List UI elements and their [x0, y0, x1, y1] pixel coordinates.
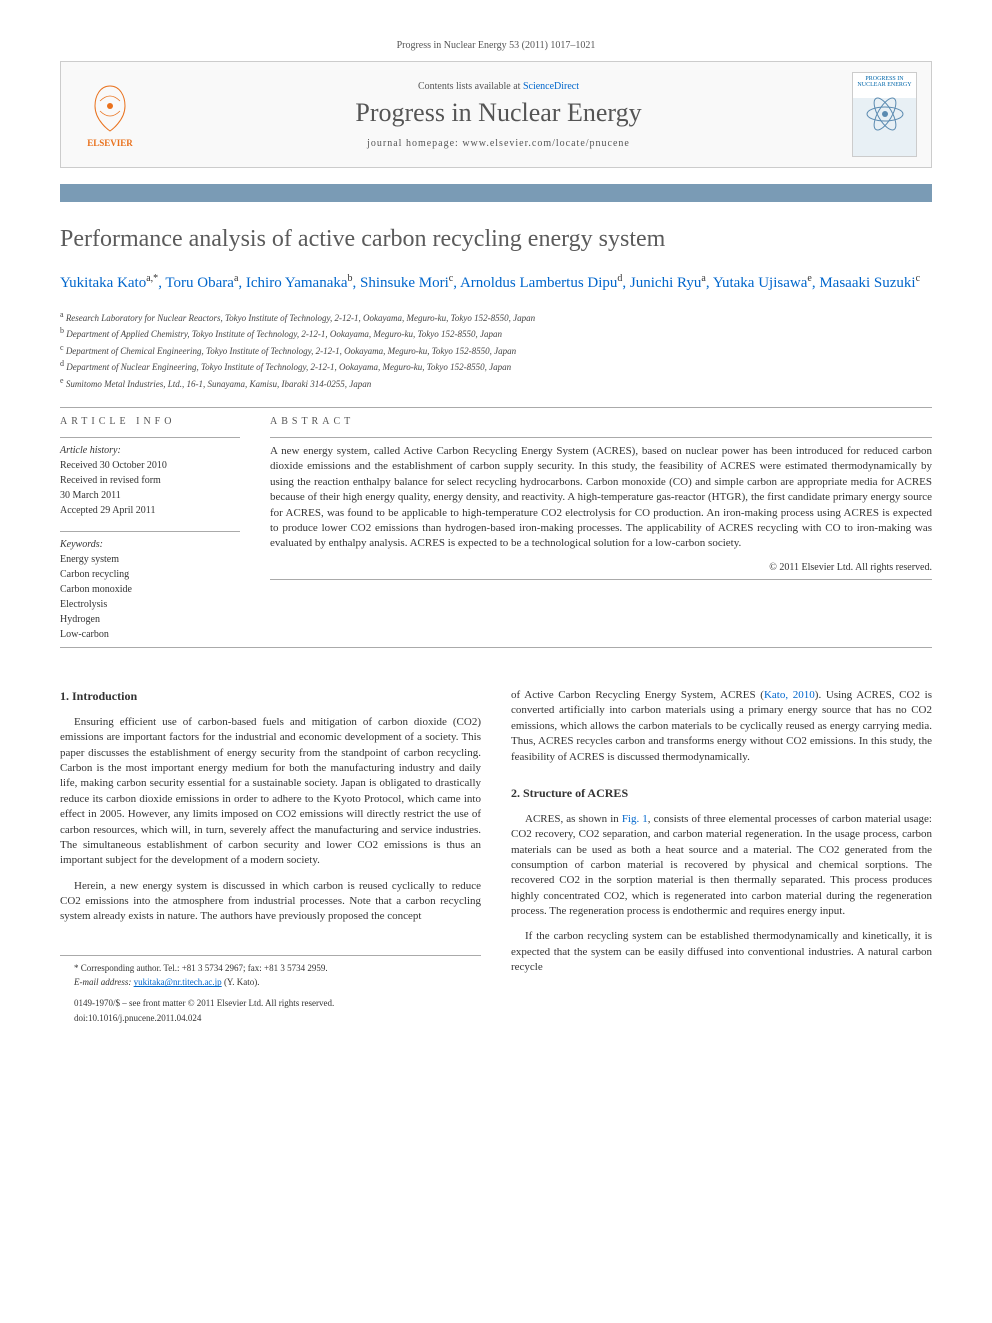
- corresponding-author: * Corresponding author. Tel.: +81 3 5734…: [60, 962, 481, 975]
- email-link[interactable]: yukitaka@nr.titech.ac.jp: [134, 977, 222, 987]
- author[interactable]: Yukitaka Katoa,*: [60, 275, 158, 291]
- affiliation: d Department of Nuclear Engineering, Tok…: [60, 358, 932, 375]
- citation-line: Progress in Nuclear Energy 53 (2011) 101…: [60, 40, 932, 51]
- figure-ref[interactable]: Fig. 1: [622, 813, 648, 825]
- history-label: Article history:: [60, 444, 240, 457]
- paragraph: Ensuring efficient use of carbon-based f…: [60, 715, 481, 869]
- rule: [270, 579, 932, 580]
- section-heading-structure: 2. Structure of ACRES: [511, 785, 932, 802]
- keyword: Carbon recycling: [60, 568, 240, 581]
- date-accepted: Accepted 29 April 2011: [60, 504, 240, 517]
- footnote-block: * Corresponding author. Tel.: +81 3 5734…: [60, 955, 481, 1024]
- author[interactable]: Masaaki Suzukic: [819, 275, 920, 291]
- email-line: E-mail address: yukitaka@nr.titech.ac.jp…: [60, 976, 481, 989]
- rule: [60, 531, 240, 532]
- paragraph: of Active Carbon Recycling Energy System…: [511, 688, 932, 765]
- body-column-left: 1. Introduction Ensuring efficient use o…: [60, 688, 481, 1026]
- author-list: Yukitaka Katoa,*, Toru Obaraa, Ichiro Ya…: [60, 271, 932, 295]
- affiliation: a Research Laboratory for Nuclear Reacto…: [60, 309, 932, 326]
- email-suffix: (Y. Kato).: [222, 977, 260, 987]
- affiliation-list: a Research Laboratory for Nuclear Reacto…: [60, 309, 932, 392]
- keyword: Electrolysis: [60, 598, 240, 611]
- keyword: Energy system: [60, 553, 240, 566]
- body-columns: 1. Introduction Ensuring efficient use o…: [60, 688, 932, 1026]
- abstract-column: ABSTRACT A new energy system, called Act…: [270, 416, 932, 643]
- article-info-heading: ARTICLE INFO: [60, 416, 240, 427]
- author[interactable]: Yutaka Ujisawae: [713, 275, 812, 291]
- section-heading-intro: 1. Introduction: [60, 688, 481, 705]
- date-revised: 30 March 2011: [60, 489, 240, 502]
- email-label: E-mail address:: [74, 977, 134, 987]
- rule: [60, 647, 932, 648]
- journal-homepage: journal homepage: www.elsevier.com/locat…: [145, 138, 852, 149]
- divider-bar: [60, 184, 932, 202]
- journal-header: ELSEVIER Contents lists available at Sci…: [60, 61, 932, 168]
- journal-title: Progress in Nuclear Energy: [145, 98, 852, 128]
- date-received: Received 30 October 2010: [60, 459, 240, 472]
- contents-prefix: Contents lists available at: [418, 81, 523, 92]
- homepage-url[interactable]: www.elsevier.com/locate/pnucene: [462, 138, 630, 149]
- homepage-prefix: journal homepage:: [367, 138, 462, 149]
- author[interactable]: Toru Obaraa: [165, 275, 238, 291]
- elsevier-logo: ELSEVIER: [75, 75, 145, 155]
- affiliation: e Sumitomo Metal Industries, Ltd., 16-1,…: [60, 375, 932, 392]
- author[interactable]: Junichi Ryua: [630, 275, 706, 291]
- affiliation: b Department of Applied Chemistry, Tokyo…: [60, 325, 932, 342]
- journal-cover-thumbnail: PROGRESS IN NUCLEAR ENERGY: [852, 72, 917, 157]
- author[interactable]: Ichiro Yamanakab: [246, 275, 353, 291]
- author[interactable]: Shinsuke Moric: [360, 275, 453, 291]
- cover-text: PROGRESS IN NUCLEAR ENERGY: [856, 76, 913, 88]
- rule: [60, 407, 932, 408]
- affiliation: c Department of Chemical Engineering, To…: [60, 342, 932, 359]
- rule: [270, 437, 932, 438]
- abstract-heading: ABSTRACT: [270, 416, 932, 427]
- keywords-label: Keywords:: [60, 538, 240, 551]
- author[interactable]: Arnoldus Lambertus Dipud: [460, 275, 622, 291]
- keyword: Low-carbon: [60, 628, 240, 641]
- paragraph: ACRES, as shown in Fig. 1, consists of t…: [511, 812, 932, 920]
- paragraph: If the carbon recycling system can be es…: [511, 929, 932, 975]
- date-revised: Received in revised form: [60, 474, 240, 487]
- doi-line: doi:10.1016/j.pnucene.2011.04.024: [60, 1012, 481, 1025]
- contents-available: Contents lists available at ScienceDirec…: [145, 81, 852, 92]
- body-column-right: of Active Carbon Recycling Energy System…: [511, 688, 932, 1026]
- copyright: © 2011 Elsevier Ltd. All rights reserved…: [270, 562, 932, 573]
- rule: [60, 437, 240, 438]
- article-title: Performance analysis of active carbon re…: [60, 226, 932, 253]
- publisher-name: ELSEVIER: [87, 138, 133, 148]
- issn-line: 0149-1970/$ – see front matter © 2011 El…: [60, 997, 481, 1010]
- keyword: Carbon monoxide: [60, 583, 240, 596]
- sciencedirect-link[interactable]: ScienceDirect: [523, 81, 579, 92]
- article-info-column: ARTICLE INFO Article history: Received 3…: [60, 416, 240, 643]
- abstract-text: A new energy system, called Active Carbo…: [270, 444, 932, 552]
- citation-ref[interactable]: Kato, 2010: [764, 689, 815, 701]
- paragraph: Herein, a new energy system is discussed…: [60, 879, 481, 925]
- keyword: Hydrogen: [60, 613, 240, 626]
